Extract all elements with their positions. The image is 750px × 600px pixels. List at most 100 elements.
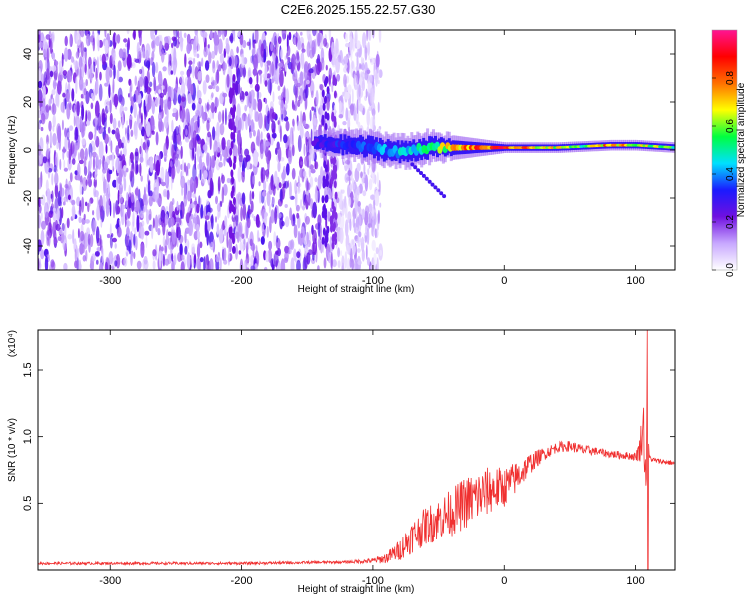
noise-speckle xyxy=(306,41,311,58)
noise-speckle xyxy=(116,132,121,143)
noise-speckle xyxy=(145,121,151,137)
noise-speckle xyxy=(341,189,345,194)
noise-speckle xyxy=(97,39,100,52)
noise-speckle xyxy=(323,257,327,269)
noise-speckle xyxy=(172,112,177,118)
noise-speckle xyxy=(52,79,57,90)
noise-speckle xyxy=(357,260,362,266)
noise-speckle xyxy=(80,30,85,38)
noise-speckle xyxy=(100,212,103,217)
noise-speckle xyxy=(344,32,349,43)
noise-speckle xyxy=(44,255,49,270)
noise-speckle xyxy=(251,190,255,200)
snr-line xyxy=(38,330,675,570)
noise-speckle xyxy=(353,74,358,91)
noise-speckle xyxy=(237,116,242,133)
noise-speckle xyxy=(123,256,128,267)
noise-speckle xyxy=(42,48,47,58)
noise-speckle xyxy=(194,30,198,36)
noise-speckle xyxy=(310,168,316,174)
noise-speckle xyxy=(265,169,269,178)
noise-speckle xyxy=(251,213,254,218)
noise-speckle xyxy=(127,37,130,51)
noise-speckle xyxy=(168,201,174,219)
noise-speckle xyxy=(256,72,259,85)
noise-speckle xyxy=(232,97,237,107)
noise-speckle xyxy=(209,134,212,151)
noise-speckle xyxy=(140,226,145,240)
noise-speckle xyxy=(273,231,277,247)
noise-speckle xyxy=(82,82,87,100)
noise-speckle xyxy=(302,256,307,270)
noise-speckle xyxy=(344,63,348,69)
noise-speckle xyxy=(263,199,266,209)
noise-speckle xyxy=(328,67,332,80)
noise-speckle xyxy=(51,93,53,100)
noise-streak xyxy=(324,239,328,248)
noise-speckle xyxy=(67,82,71,99)
noise-speckle xyxy=(91,92,94,99)
noise-speckle xyxy=(76,163,81,179)
noise-speckle xyxy=(92,218,96,236)
noise-speckle xyxy=(212,126,216,141)
noise-speckle xyxy=(190,84,194,96)
noise-speckle xyxy=(198,97,202,105)
noise-speckle xyxy=(335,38,339,54)
spectrogram-signal-band xyxy=(311,128,675,199)
band-tail xyxy=(416,168,421,173)
noise-speckle xyxy=(171,164,176,180)
noise-speckle xyxy=(272,197,275,205)
noise-speckle xyxy=(51,31,55,43)
noise-speckle xyxy=(152,39,156,53)
x-tick-label: 100 xyxy=(626,275,644,287)
noise-speckle xyxy=(187,179,190,186)
noise-speckle xyxy=(275,250,279,255)
noise-speckle xyxy=(46,134,49,145)
noise-speckle xyxy=(92,151,97,158)
noise-speckle xyxy=(221,137,226,151)
noise-speckle xyxy=(371,222,376,237)
noise-streak xyxy=(325,173,329,182)
noise-speckle xyxy=(184,230,187,244)
noise-speckle xyxy=(128,93,130,98)
noise-speckle xyxy=(285,163,290,176)
noise-speckle xyxy=(94,116,98,125)
noise-speckle xyxy=(74,260,78,269)
noise-speckle xyxy=(325,158,328,165)
noise-speckle xyxy=(336,73,341,82)
noise-speckle xyxy=(157,214,161,227)
noise-speckle xyxy=(342,91,345,97)
noise-speckle xyxy=(61,222,65,232)
noise-streak xyxy=(230,140,234,149)
noise-speckle xyxy=(72,229,75,245)
noise-speckle xyxy=(51,172,54,186)
noise-speckle xyxy=(260,236,265,245)
x-tick-label: -300 xyxy=(99,575,121,587)
noise-speckle xyxy=(347,170,352,176)
noise-speckle xyxy=(223,247,227,262)
noise-streak xyxy=(330,217,334,226)
noise-streak xyxy=(232,82,236,91)
noise-speckle xyxy=(118,76,123,83)
noise-speckle xyxy=(75,32,81,46)
noise-speckle xyxy=(294,85,299,99)
noise-speckle xyxy=(173,30,176,37)
noise-speckle xyxy=(362,57,365,75)
noise-speckle xyxy=(112,77,115,94)
noise-speckle xyxy=(173,47,177,66)
noise-speckle xyxy=(118,194,123,204)
noise-speckle xyxy=(152,249,157,257)
noise-speckle xyxy=(258,112,263,129)
noise-speckle xyxy=(370,57,375,65)
noise-speckle xyxy=(375,71,378,87)
noise-speckle xyxy=(102,194,106,211)
noise-speckle xyxy=(177,204,181,211)
colorbar-frame xyxy=(711,29,738,271)
noise-speckle xyxy=(106,80,110,86)
noise-speckle xyxy=(164,42,170,51)
noise-speckle xyxy=(130,82,133,93)
noise-speckle xyxy=(169,216,175,227)
noise-speckle xyxy=(205,199,210,206)
noise-speckle xyxy=(161,181,166,187)
noise-speckle xyxy=(95,226,100,244)
